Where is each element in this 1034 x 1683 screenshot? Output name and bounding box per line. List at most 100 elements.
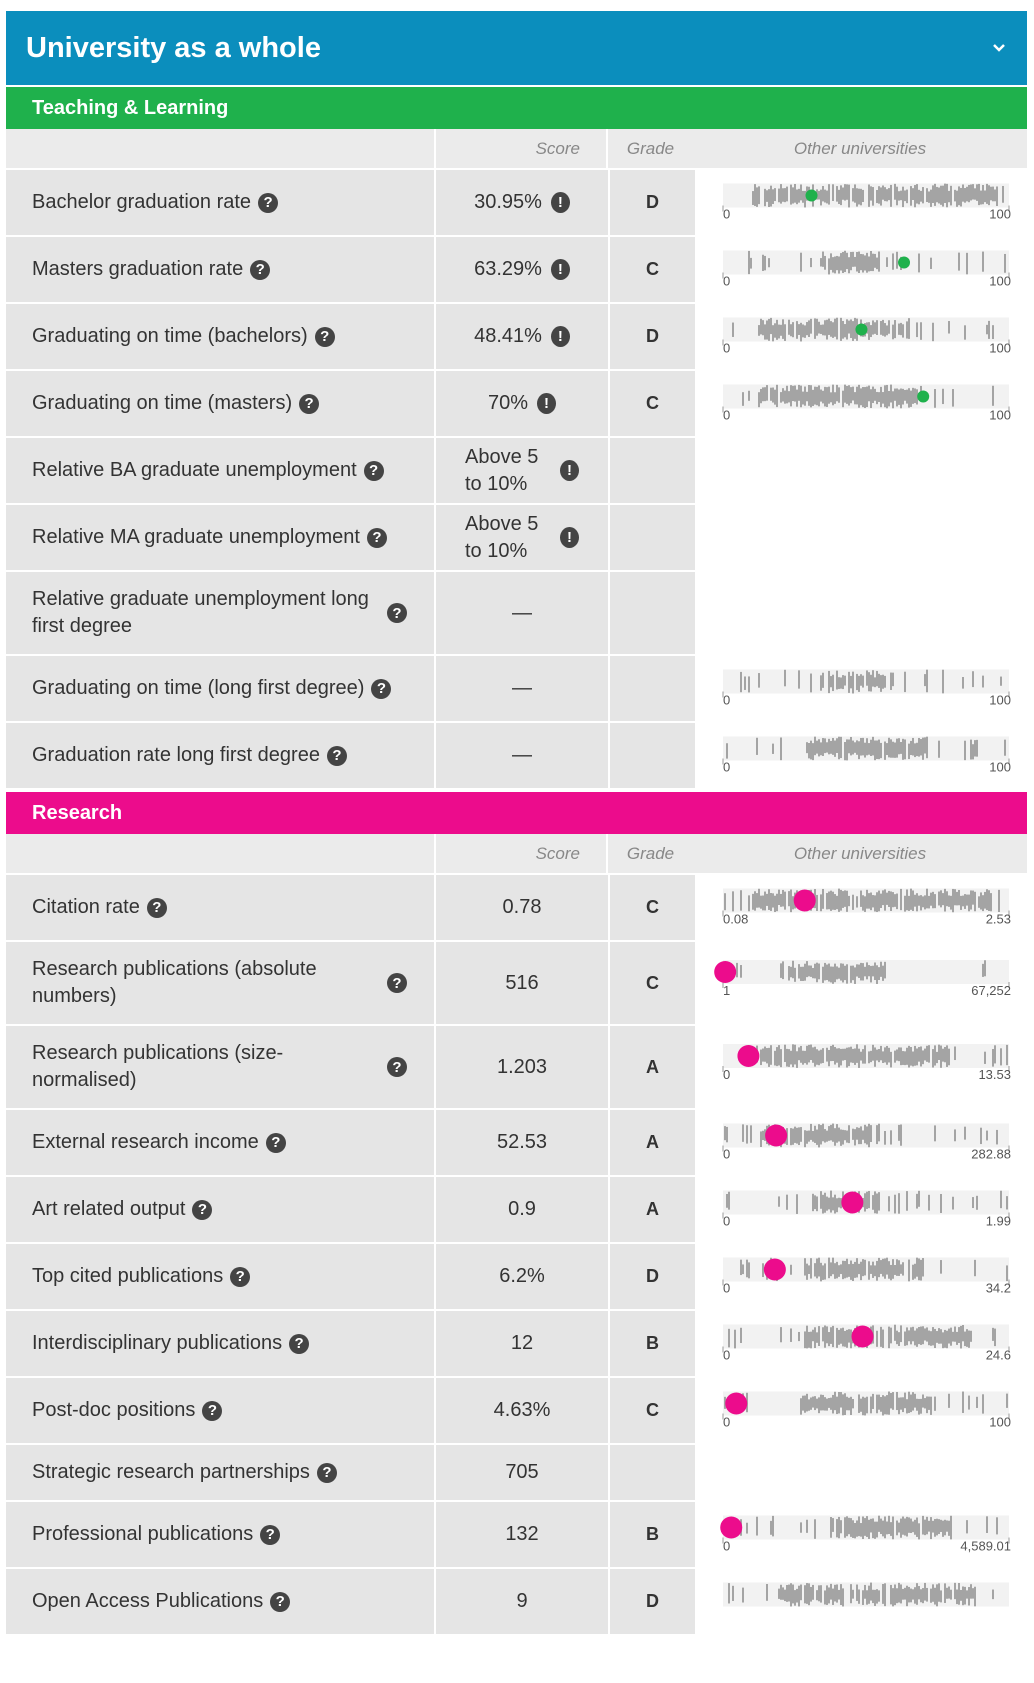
table-row: Interdisciplinary publications? 12 B 0 24.6 <box>6 1311 1027 1378</box>
score-marker <box>714 961 737 983</box>
section-header: Teaching & Learning <box>6 87 1027 129</box>
help-icon[interactable]: ? <box>270 1591 291 1612</box>
distribution-chart: 0.08 2.53 <box>722 888 1011 927</box>
help-icon[interactable]: ? <box>258 192 279 213</box>
label-cell: Graduating on time (long first degree)? <box>6 656 436 721</box>
column-header: Grade <box>608 834 693 873</box>
table-row: Relative BA graduate unemployment? Above … <box>6 438 1027 505</box>
label-cell: Graduating on time (masters)? <box>6 371 436 436</box>
axis-label: 100 <box>989 1415 1011 1430</box>
grade-cell: D <box>610 1569 695 1634</box>
label-cell: Graduation rate long first degree? <box>6 723 436 788</box>
grade-cell: C <box>610 1378 695 1443</box>
distribution-chart: 0 24.6 <box>722 1324 1011 1363</box>
help-icon[interactable]: ? <box>314 326 335 347</box>
score: 9 <box>516 1590 528 1612</box>
distribution-chart: 0 100 <box>722 736 1011 775</box>
axis-label: 0 <box>723 1147 730 1162</box>
score-cell: 1.203 <box>436 1026 610 1108</box>
metric-label: Relative graduate unemployment long firs… <box>32 588 369 637</box>
comparison-cell: 1 67,252 <box>695 942 1027 1024</box>
help-icon[interactable]: ? <box>387 973 407 993</box>
score-marker <box>725 1392 748 1415</box>
label-cell: Strategic research partnerships? <box>6 1445 436 1500</box>
column-header: Score <box>436 834 608 873</box>
warning-icon[interactable]: ! <box>550 192 570 213</box>
help-icon[interactable]: ? <box>366 527 387 548</box>
warning-icon[interactable]: ! <box>560 527 579 548</box>
help-icon[interactable]: ? <box>316 1462 337 1483</box>
axis-label: 0.08 <box>723 912 748 927</box>
axis-label: 0 <box>723 341 730 356</box>
help-icon[interactable]: ? <box>387 603 407 623</box>
grade-cell: A <box>610 1110 695 1175</box>
metric-label: Graduating on time (bachelors) <box>32 325 308 347</box>
score: 132 <box>505 1523 539 1545</box>
distribution-chart: 0 100 <box>722 669 1011 708</box>
help-icon[interactable]: ? <box>387 1057 407 1077</box>
comparison-cell <box>695 1445 1027 1500</box>
grade-cell <box>610 572 695 654</box>
help-icon[interactable]: ? <box>250 259 271 280</box>
table-row: Bachelor graduation rate? 30.95%! D 0 100 <box>6 170 1027 237</box>
help-icon[interactable]: ? <box>363 460 384 481</box>
help-icon[interactable]: ? <box>265 1132 286 1153</box>
help-icon[interactable]: ? <box>146 897 167 918</box>
axis-label: 100 <box>989 408 1011 423</box>
grade-cell <box>610 505 695 570</box>
score-marker <box>855 323 868 336</box>
distribution-chart: 0 34.2 <box>722 1257 1011 1296</box>
table-row: Relative MA graduate unemployment? Above … <box>6 505 1027 572</box>
comparison-cell <box>695 1569 1027 1634</box>
grade-cell <box>610 1445 695 1500</box>
score: 6.2% <box>499 1265 545 1287</box>
panel: University as a whole Teaching & Learnin… <box>6 11 1027 1636</box>
grade: C <box>646 972 659 993</box>
score-marker <box>898 256 911 269</box>
score-marker <box>765 1124 788 1147</box>
axis-label: 0 <box>723 1348 730 1363</box>
metric-label: Research publications (size-normalised) <box>32 1042 284 1091</box>
help-icon[interactable]: ? <box>260 1524 281 1545</box>
help-icon[interactable]: ? <box>192 1199 213 1220</box>
grade-cell: D <box>610 170 695 235</box>
warning-icon[interactable]: ! <box>560 460 579 481</box>
column-header: Score <box>436 129 608 168</box>
help-icon[interactable]: ? <box>299 393 320 414</box>
axis-label: 67,252 <box>971 983 1011 998</box>
panel-header[interactable]: University as a whole <box>6 11 1027 85</box>
score-cell: 4.63% <box>436 1378 610 1443</box>
help-icon[interactable]: ? <box>371 678 392 699</box>
comparison-cell: 0 100 <box>695 304 1027 369</box>
help-icon[interactable]: ? <box>230 1266 251 1287</box>
grade-cell <box>610 723 695 788</box>
warning-icon[interactable]: ! <box>550 259 570 280</box>
grade: B <box>646 1524 659 1544</box>
axis-label: 100 <box>989 207 1011 222</box>
metric-label: Masters graduation rate <box>32 258 244 280</box>
score-cell: 48.41%! <box>436 304 610 369</box>
help-icon[interactable]: ? <box>326 745 347 766</box>
help-icon[interactable]: ? <box>202 1400 223 1421</box>
warning-icon[interactable]: ! <box>537 393 557 414</box>
table-row: External research income? 52.53 A 0 282.88 <box>6 1110 1027 1177</box>
metric-label: Graduating on time (long first degree) <box>32 677 365 699</box>
table-row: Citation rate? 0.78 C 0.08 2.53 <box>6 875 1027 942</box>
chevron-icon[interactable] <box>991 40 1007 56</box>
grade-cell: B <box>610 1502 695 1567</box>
axis-label: 0 <box>723 1539 730 1554</box>
distribution-chart: 0 100 <box>722 250 1011 289</box>
table-row: Relative graduate unemployment long firs… <box>6 572 1027 656</box>
score-cell: Above 5 to 10%! <box>436 505 610 570</box>
grade: C <box>646 1400 659 1420</box>
warning-icon[interactable]: ! <box>550 326 570 347</box>
comparison-cell <box>695 505 1027 570</box>
grade: A <box>646 1199 659 1219</box>
table-row: Open Access Publications? 9 D <box>6 1569 1027 1636</box>
grade-cell: A <box>610 1177 695 1242</box>
comparison-cell: 0 100 <box>695 1378 1027 1443</box>
help-icon[interactable]: ? <box>289 1333 310 1354</box>
comparison-cell: 0 282.88 <box>695 1110 1027 1175</box>
distribution-chart: 0 4,589.01 <box>720 1515 1011 1554</box>
axis-label: 34.2 <box>986 1281 1011 1296</box>
